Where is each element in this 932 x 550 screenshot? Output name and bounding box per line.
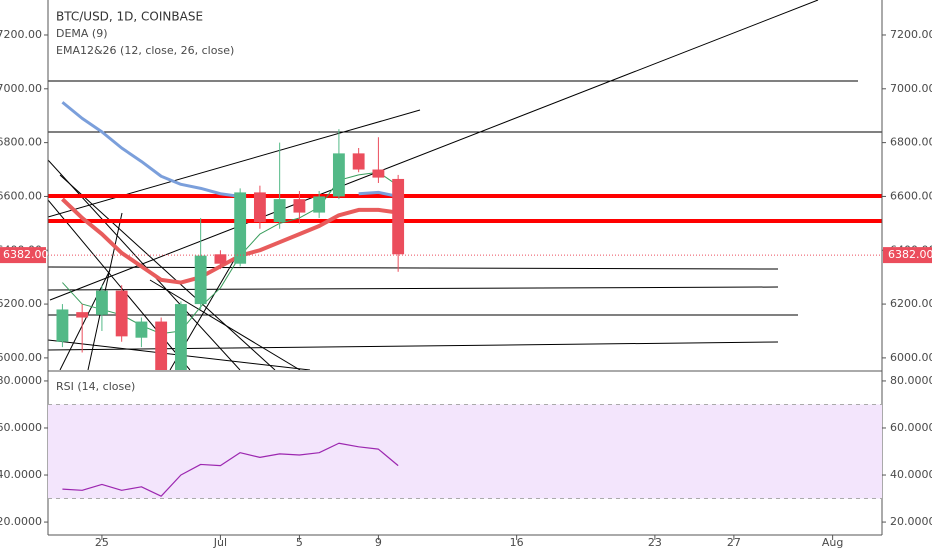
indicator-line: [61, 101, 241, 198]
x-tick-label: Jul: [213, 536, 227, 549]
candle-body: [56, 309, 69, 342]
candle-body: [313, 196, 326, 213]
candle-body: [392, 178, 405, 255]
candle-body: [155, 321, 168, 370]
trend-line: [149, 279, 301, 370]
last-price-label: 6382.00: [888, 248, 932, 261]
x-tick-label: 9: [375, 536, 382, 549]
x-tick-label: 25: [95, 536, 109, 549]
indicator-line: [62, 442, 399, 497]
x-tick-label: 16: [510, 536, 524, 549]
candle-body: [174, 304, 187, 370]
candle-body: [194, 255, 207, 305]
y-tick-label: 6800.00: [0, 136, 42, 149]
y-tick-label: 80.0000: [0, 374, 42, 387]
symbol-title: BTC/USD, 1D, COINBASE: [56, 10, 203, 24]
y-tick-label: 6600.00: [0, 189, 42, 202]
candle-body: [372, 169, 385, 178]
level-line: [48, 266, 779, 270]
legend-entry: EMA12&26 (12, close, 26, close): [56, 44, 234, 57]
rsi-title: RSI (14, close): [56, 380, 135, 393]
trend-line: [59, 174, 276, 370]
legend-entry: DEMA (9): [56, 27, 108, 40]
candle-body: [115, 290, 128, 337]
y-tick-label: 6200.00: [0, 297, 42, 310]
candle-body: [95, 290, 108, 315]
level-line: [48, 341, 779, 351]
candle-body: [352, 153, 365, 170]
rsi-band: [48, 404, 882, 499]
x-tick-label: Aug: [822, 536, 843, 549]
y-tick-label: 7200.00: [0, 28, 42, 41]
y-tick-label: 6000.00: [890, 351, 932, 364]
candle-body: [234, 192, 247, 264]
trend-line: [49, 0, 819, 301]
y-tick-label: 40.0000: [0, 468, 42, 481]
candle-body: [332, 153, 345, 197]
candle-body: [214, 254, 227, 264]
y-tick-label: 80.0000: [890, 374, 932, 387]
y-tick-label: 40.0000: [890, 468, 932, 481]
y-tick-label: 7200.00: [890, 28, 932, 41]
candle-body: [135, 321, 148, 338]
x-tick-label: 27: [727, 536, 741, 549]
candle-body: [273, 199, 286, 222]
last-price-box: [883, 247, 932, 264]
x-tick-label: 23: [648, 536, 662, 549]
candle-body: [76, 312, 89, 318]
y-tick-label: 7000.00: [0, 82, 42, 95]
candle-body: [253, 192, 266, 222]
y-tick-label: 7000.00: [890, 82, 932, 95]
y-tick-label: 20.0000: [890, 515, 932, 528]
y-tick-label: 6000.00: [0, 351, 42, 364]
level-line: [48, 286, 779, 291]
indicator-line: [61, 197, 399, 285]
trend-line: [48, 109, 421, 218]
x-tick-label: 5: [296, 536, 303, 549]
y-tick-label: 6600.00: [890, 189, 932, 202]
y-tick-label: 60.0000: [0, 421, 42, 434]
candle-body: [293, 199, 306, 213]
y-tick-label: 6800.00: [890, 136, 932, 149]
indicator-line: [358, 190, 399, 198]
plot-area: [56, 101, 405, 370]
last-price-label: 6382.00: [3, 248, 49, 261]
last-price-box: [0, 247, 46, 264]
y-tick-label: 20.0000: [0, 515, 42, 528]
y-tick-label: 60.0000: [890, 421, 932, 434]
y-tick-label: 6200.00: [890, 297, 932, 310]
